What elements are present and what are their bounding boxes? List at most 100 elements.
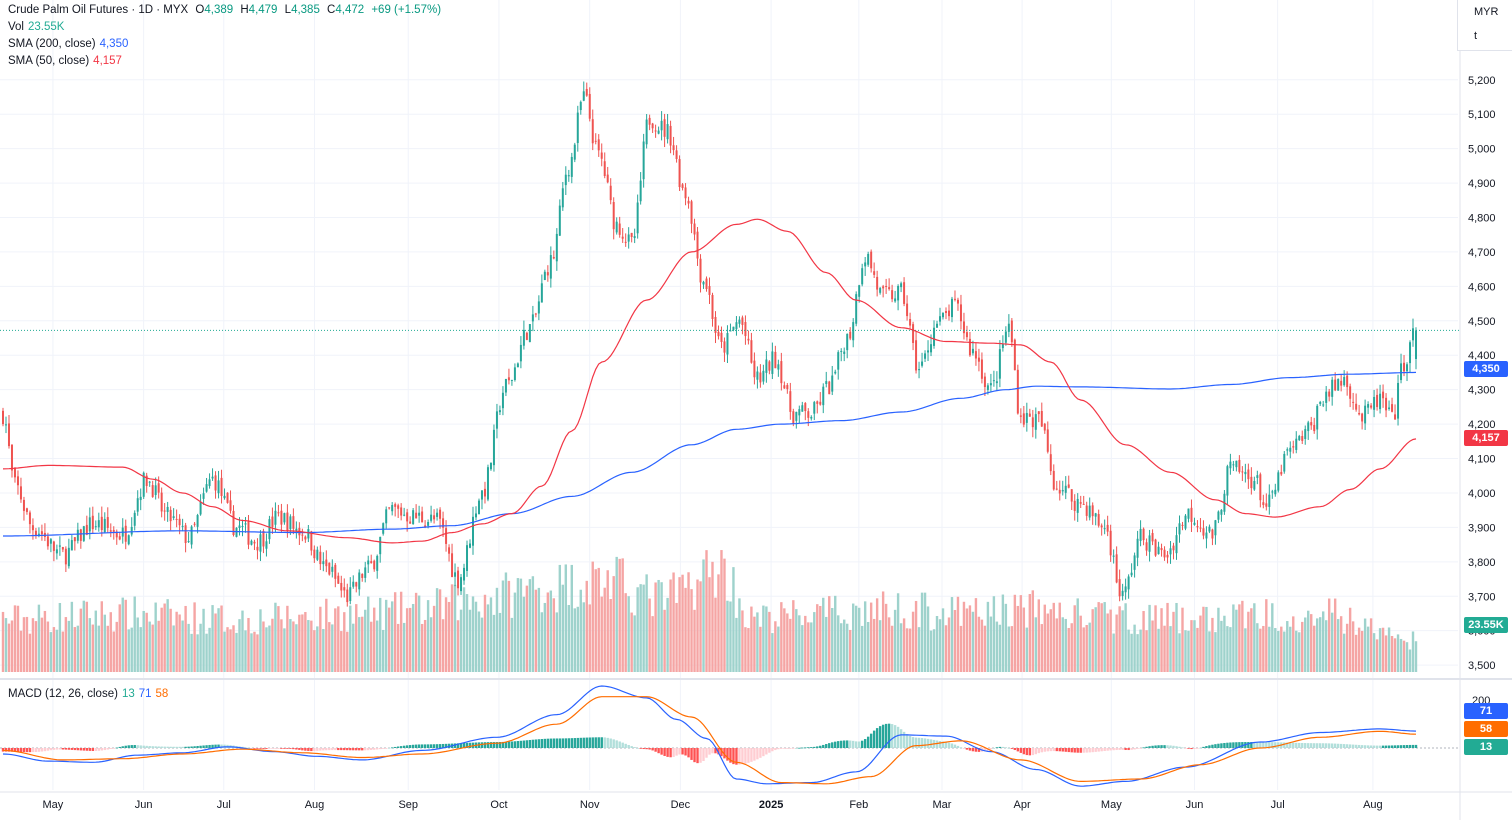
candle-body [1055,488,1058,490]
volume-bar [923,592,927,672]
macd-histogram-bar [13,748,17,752]
macd-histogram-bar [804,747,807,749]
volume-bar [1360,630,1364,672]
volume-bar [367,596,370,672]
candle-body [1343,377,1346,386]
macd-histogram-bar [923,738,927,748]
macd-histogram-bar [1223,742,1226,748]
volume-bar [1214,632,1217,672]
volume-bar [1160,608,1163,672]
macd-histogram-bar [1019,748,1023,753]
candle-body [259,534,262,552]
volume-bars [1,550,1418,672]
macd-histogram-bar [857,741,861,748]
volume-bar [693,609,696,672]
candle-body [1082,503,1085,505]
candle-body [223,495,226,499]
candle-body [1256,475,1259,478]
candle-body [7,423,10,447]
volume-bar [393,592,397,672]
volume-bar [76,625,80,672]
macd-histogram-bar [902,731,906,748]
volume-bar [438,589,442,672]
macd-histogram-bar [630,746,633,748]
candle-body [322,561,325,565]
candle-body [157,483,160,493]
macd-histogram-bar [1040,748,1043,753]
macd-histogram-bar [1052,748,1055,752]
volume-bar [585,580,588,672]
volume-bar [175,611,178,672]
volume-bar [295,624,298,672]
volume-bar [411,603,415,672]
candle-body [1286,449,1289,451]
volume-bar [157,620,160,672]
volume-bar [768,611,771,672]
macd-histogram-bar [1301,742,1304,748]
volume-bar [851,603,855,672]
candle-body [469,543,472,548]
macd-histogram-bar [672,748,675,757]
macd-histogram-bar [887,723,891,748]
candle-body [61,546,64,550]
legend-macd-row: MACD (12, 26, close) 13 71 58 [8,688,169,700]
candle-body [346,589,349,603]
candle-body [1244,471,1247,475]
volume-bar [968,605,972,672]
volume-bar [834,595,837,672]
macd-histogram-bar [525,740,529,748]
volume-bar [474,601,478,672]
candle-body [726,333,729,355]
macd-histogram-bar [1031,748,1035,756]
candle-body [924,353,927,359]
macd-histogram-bar [1378,745,1382,748]
macd-histogram-bar [699,748,702,763]
candle-body [1313,424,1316,432]
volume-bar [465,594,469,672]
macd-histogram-bar [205,745,208,748]
volume-bar [516,578,520,672]
macd-histogram-bar [462,743,466,748]
candle-body [88,517,91,532]
volume-bar [783,608,786,672]
macd-histogram-bar [1414,744,1418,748]
volume-bar [1369,618,1373,672]
macd-histogram-bar [1148,746,1151,748]
candle-body [85,524,88,535]
candle-body [711,294,714,319]
candle-body [304,536,307,540]
macd-histogram-bar [411,744,415,748]
candle-body [813,402,816,414]
candle-body [280,510,283,525]
volume-bar [307,620,310,672]
macd-histogram-bar [1025,748,1029,756]
macd-histogram-bar [1106,748,1109,751]
candle-body [295,528,298,531]
volume-bar [899,623,903,672]
candle-body [1229,461,1232,469]
volume-bar [1375,639,1379,672]
macd-histogram-bar [768,748,771,753]
currency-selector[interactable]: MYR t [1457,0,1512,51]
volume-bar [651,616,654,672]
volume-bar [741,610,744,672]
volume-bar [1304,617,1307,672]
volume-bar [552,598,556,672]
macd-histogram-bar [441,743,445,748]
macd-histogram-bar [136,745,139,748]
macd-histogram-bar [914,737,918,748]
volume-bar [1295,630,1298,672]
candle-body [1337,378,1340,391]
candle-body [1409,342,1412,364]
candle-body [214,475,217,491]
candle-body [289,516,292,530]
volume-bar [917,627,921,672]
volume-bar [1250,608,1253,672]
volume-bar [262,621,265,672]
macd-histogram-bar [346,748,349,751]
macd-histogram-bar [534,739,538,748]
volume-bar [1232,604,1235,672]
legend-sma50-row: SMA (50, close) 4,157 [8,55,122,67]
macd-histogram-bar [561,738,565,748]
